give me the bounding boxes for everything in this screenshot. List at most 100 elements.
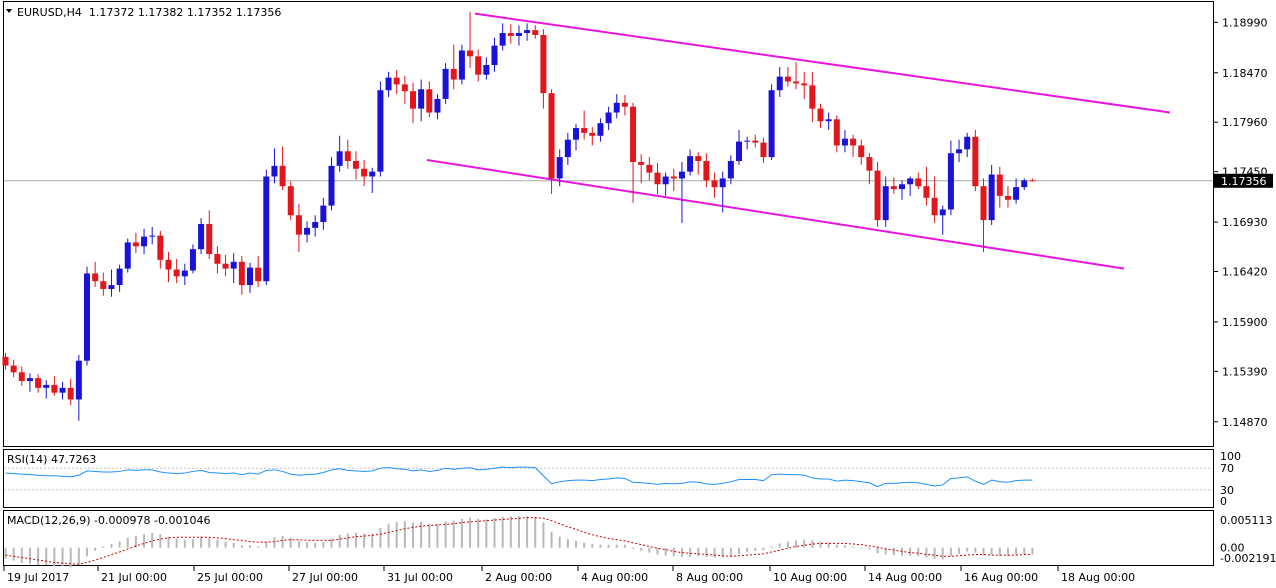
time-tick-label: 8 Aug 00:00 (676, 571, 743, 584)
candle (581, 110, 588, 140)
candle (556, 149, 563, 187)
candle (377, 81, 384, 177)
candle-body (2, 356, 9, 366)
candle (939, 205, 946, 235)
macd-bar (746, 547, 749, 553)
candle-body (956, 149, 963, 154)
candle-body (727, 160, 734, 179)
symbol-marker-icon (6, 9, 12, 13)
macd-bar (501, 516, 504, 548)
candle-body (532, 30, 539, 35)
candle (654, 162, 661, 194)
macd-bar (134, 536, 137, 548)
candle-body (833, 119, 840, 146)
price-tick-label: 1.14870 (1222, 416, 1268, 429)
macd-bar (721, 547, 724, 558)
candle (124, 238, 131, 273)
macd-bar (191, 539, 194, 548)
macd-bar (444, 521, 447, 548)
macd-bar (330, 538, 333, 548)
candle (899, 180, 905, 200)
candle-body (108, 285, 115, 289)
macd-bar (835, 544, 838, 548)
macd-bar (412, 522, 414, 548)
candle (809, 71, 816, 123)
candle (564, 132, 571, 165)
candle (858, 139, 865, 165)
candle (719, 171, 726, 213)
candle-body (524, 30, 531, 34)
macd-bar (966, 547, 969, 552)
macd-bar (61, 547, 64, 567)
candle (108, 269, 115, 297)
candle-body (75, 360, 82, 400)
macd-bar (925, 547, 928, 558)
macd-bar (428, 523, 431, 548)
candle-body (271, 165, 278, 177)
macd-bar (477, 518, 480, 548)
candle-body (841, 138, 848, 146)
macd-bar (892, 547, 895, 556)
main-panel (3, 1, 1214, 447)
candle (116, 264, 123, 292)
candle-body (18, 372, 25, 382)
candle (687, 149, 694, 176)
candle (1029, 178, 1036, 182)
candle-body (784, 76, 791, 82)
candle (100, 272, 107, 296)
macd-bar (689, 547, 692, 557)
time-tick-label: 14 Aug 00:00 (868, 571, 942, 584)
candle (988, 164, 995, 225)
candle-body (654, 172, 661, 185)
macd-bar (656, 547, 659, 555)
macd-bar (53, 547, 56, 567)
macd-bar (143, 534, 146, 548)
candle (491, 37, 498, 72)
price-tick-label: 1.18990 (1222, 16, 1268, 29)
candle-body (352, 160, 359, 169)
macd-label: MACD(12,26,9) -0.000978 -0.001046 (7, 514, 210, 527)
candle (744, 136, 751, 150)
candle-body (499, 33, 506, 46)
candle (483, 57, 490, 80)
candle-body (10, 365, 17, 373)
candle-body (564, 139, 571, 158)
macd-bar (257, 546, 260, 548)
time-tick-label: 21 Jul 00:00 (101, 571, 167, 584)
candle-body (776, 76, 783, 91)
macd-bar (12, 547, 15, 561)
macd-bar (648, 547, 651, 553)
rsi-tick-label: 0 (1220, 495, 1227, 508)
macd-bar (909, 547, 912, 556)
candle-body (858, 145, 865, 158)
macd-bar (852, 546, 855, 548)
candle (850, 134, 857, 158)
macd-bar (118, 541, 121, 548)
candle (736, 129, 742, 165)
candle (996, 166, 1003, 208)
rsi-label: RSI(14) 47.7263 (7, 453, 96, 466)
candle (907, 176, 914, 196)
macd-bar (583, 542, 586, 548)
candle (344, 139, 351, 169)
macd-bar (354, 532, 357, 548)
candle-body (1029, 180, 1036, 182)
candle-body (972, 136, 979, 187)
candle (507, 24, 514, 44)
candle-body (589, 132, 596, 136)
time-tick-label: 25 Jul 00:00 (197, 571, 263, 584)
macd-bar (542, 522, 545, 548)
macd-bar (469, 517, 472, 548)
candle (613, 94, 620, 119)
candle (320, 197, 327, 230)
candle-body (915, 178, 922, 187)
candle-body (638, 161, 645, 165)
price-tick-label: 1.16420 (1222, 266, 1268, 279)
candle-body (793, 81, 800, 84)
macd-bar (843, 545, 846, 548)
candle-body (670, 176, 677, 179)
time-tick-label: 18 Aug 00:00 (1061, 571, 1135, 584)
candle-body (768, 90, 775, 158)
candle (141, 228, 148, 255)
